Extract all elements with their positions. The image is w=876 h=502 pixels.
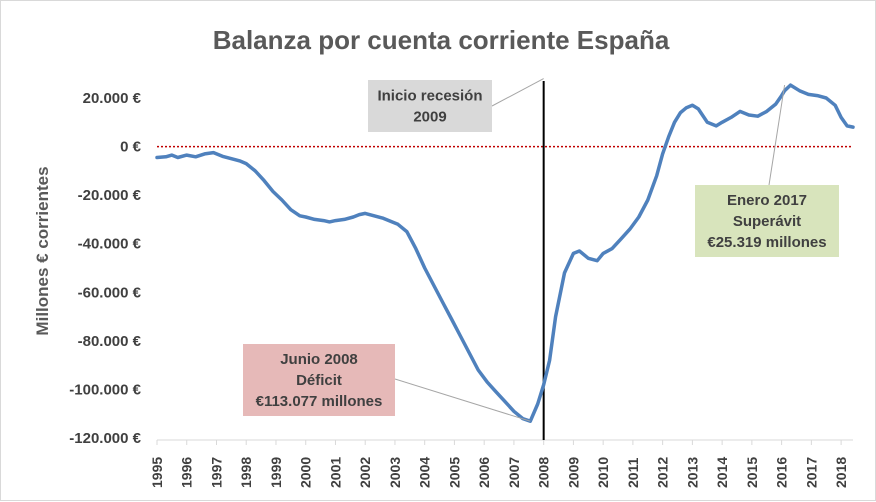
annotation-leader-line	[768, 85, 786, 186]
annotation-box	[368, 80, 492, 132]
x-tick-label: 2007	[506, 457, 522, 488]
x-tick-label: 2010	[595, 457, 611, 488]
x-axis: 1995 1996 1997 1998 1999 2000 2001 2002 2003 2004…	[149, 439, 853, 488]
x-tick-label: 1995	[149, 457, 165, 488]
annotation-text: Enero 2017	[727, 192, 807, 209]
y-tick-label: 0 €	[120, 139, 142, 156]
y-tick-label: -40.000 €	[78, 236, 142, 253]
annotation-text: €25.319 millones	[707, 234, 826, 251]
x-tick-label: 2015	[744, 457, 760, 488]
annotation-text: Déficit	[296, 372, 342, 389]
y-tick-label: -100.000 €	[69, 381, 141, 398]
x-tick-label: 2012	[655, 457, 671, 488]
chart-title: Balanza por cuenta corriente España	[213, 25, 670, 55]
x-tick-label: 2017	[803, 457, 819, 488]
annotation-box	[243, 344, 395, 416]
x-tick-label: 2003	[387, 457, 403, 488]
annotation-leader-line	[491, 78, 544, 107]
x-tick-label: 1998	[238, 457, 254, 488]
y-axis: 20.000 € 0 € -20.000 € -40.000 € -60.000 € -8…	[69, 90, 141, 447]
y-tick-label: -80.000 €	[78, 333, 142, 350]
annotation-text: 2009	[413, 109, 446, 126]
annotation-text: Superávit	[733, 213, 801, 230]
y-tick-label: -60.000 €	[78, 284, 142, 301]
annotation-leader-line	[394, 378, 531, 422]
annotation-box	[695, 185, 839, 257]
y-axis-label: Millones € corrientes	[33, 166, 52, 335]
y-tick-label: 20.000 €	[83, 90, 142, 107]
x-tick-label: 1996	[179, 457, 195, 488]
annotation-text: Inicio recesión	[377, 88, 482, 105]
x-tick-label: 2013	[684, 457, 700, 488]
y-tick-label: -20.000 €	[78, 187, 142, 204]
x-tick-label: 1999	[268, 457, 284, 488]
annotations: Inicio recesión 2009 Enero 2017 Superávit €2…	[243, 78, 839, 422]
x-tick-label: 2008	[536, 457, 552, 488]
annotation-text: Junio 2008	[280, 351, 358, 368]
x-tick-label: 2001	[327, 457, 343, 488]
annotation-text: €113.077 millones	[256, 393, 383, 410]
x-tick-label: 2005	[446, 457, 462, 488]
x-tick-label: 2018	[833, 457, 849, 488]
x-tick-label: 2011	[625, 457, 641, 488]
x-tick-label: 2004	[417, 457, 433, 488]
x-tick-label: 1997	[208, 457, 224, 488]
y-tick-label: -120.000 €	[69, 430, 141, 447]
x-tick-label: 2002	[357, 457, 373, 488]
x-tick-label: 2016	[774, 457, 790, 488]
x-tick-label: 2014	[714, 457, 730, 488]
x-tick-label: 2006	[476, 457, 492, 488]
x-tick-label: 2000	[298, 457, 314, 488]
x-tick-label: 2009	[565, 457, 581, 488]
